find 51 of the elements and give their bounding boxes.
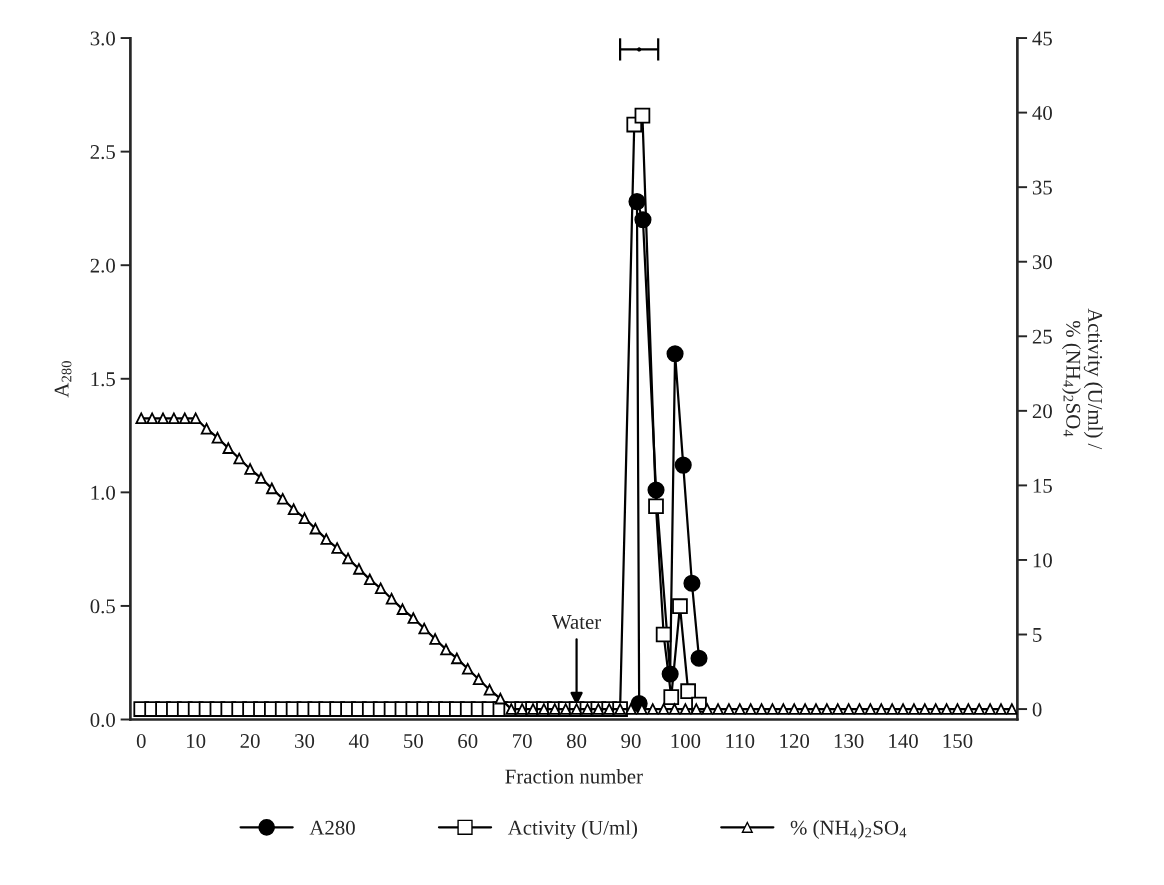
x-tick-label: 110 bbox=[726, 734, 755, 749]
y2-tick-label: 0 bbox=[1032, 702, 1042, 717]
y-tick-label: 3.0 bbox=[90, 31, 115, 46]
y-tick-label: 1.5 bbox=[91, 372, 115, 387]
annotation: Water bbox=[551, 615, 601, 630]
x-tick-label: 60 bbox=[458, 734, 478, 749]
y-tick-label: 2.5 bbox=[90, 145, 115, 160]
point bbox=[680, 683, 696, 700]
point bbox=[637, 47, 642, 52]
y2-tick-label: 15 bbox=[1033, 478, 1052, 493]
y2-tick-label: 10 bbox=[1033, 553, 1052, 568]
y-tick-label: 0.5 bbox=[90, 599, 115, 614]
y2-tick-label: 35 bbox=[1032, 180, 1052, 195]
x-tick-label: 20 bbox=[240, 734, 260, 749]
x-tick-label: 150 bbox=[943, 734, 973, 749]
y-tick-label: 1.0 bbox=[91, 485, 115, 500]
point bbox=[648, 498, 664, 515]
legend-label: A280 bbox=[309, 820, 355, 835]
x-tick-label: 130 bbox=[834, 734, 864, 749]
point bbox=[683, 574, 701, 592]
y2-axis-title: Activity (U/ml) / % (NH$_{4}$)$_{2}$SO$_{4}$ bbox=[1061, 308, 1103, 450]
point bbox=[690, 649, 708, 667]
y2-tick-label: 40 bbox=[1032, 105, 1052, 121]
y2-tick-label: 25 bbox=[1032, 329, 1052, 344]
point bbox=[655, 626, 672, 643]
x-tick-label: 30 bbox=[295, 734, 315, 749]
legend-label: % (NH$_{4}$)$_{2}$SO$_{4}$ bbox=[790, 820, 907, 839]
point bbox=[672, 598, 688, 615]
y2-tick-label: 5 bbox=[1033, 628, 1042, 642]
x-tick-label: 10 bbox=[187, 734, 206, 749]
y-axis-title: A$_{280}$ bbox=[54, 361, 72, 398]
y2-tick-label: 30 bbox=[1032, 255, 1052, 270]
y-tick-label: 2.0 bbox=[90, 258, 115, 273]
y-tick-label: 0.0 bbox=[90, 712, 115, 728]
legend-label: Activity (U/ml) bbox=[507, 820, 638, 840]
x-tick-label: 70 bbox=[513, 734, 532, 749]
x-tick-label: 40 bbox=[348, 734, 369, 749]
x-axis-title: Fraction number bbox=[505, 768, 643, 784]
point bbox=[663, 689, 680, 705]
x-tick-label: 120 bbox=[780, 734, 810, 749]
point bbox=[666, 345, 684, 363]
point bbox=[634, 107, 651, 124]
x-tick-label: 100 bbox=[671, 734, 701, 749]
x-tick-label: 90 bbox=[621, 734, 641, 749]
point bbox=[674, 456, 692, 474]
x-tick-label: 50 bbox=[404, 734, 423, 749]
x-tick-label: 140 bbox=[889, 734, 918, 749]
y2-tick-label: 45 bbox=[1032, 31, 1052, 46]
x-tick-label: 80 bbox=[566, 734, 587, 749]
y2-tick-label: 20 bbox=[1032, 404, 1052, 419]
x-tick-label: 0 bbox=[136, 734, 146, 749]
